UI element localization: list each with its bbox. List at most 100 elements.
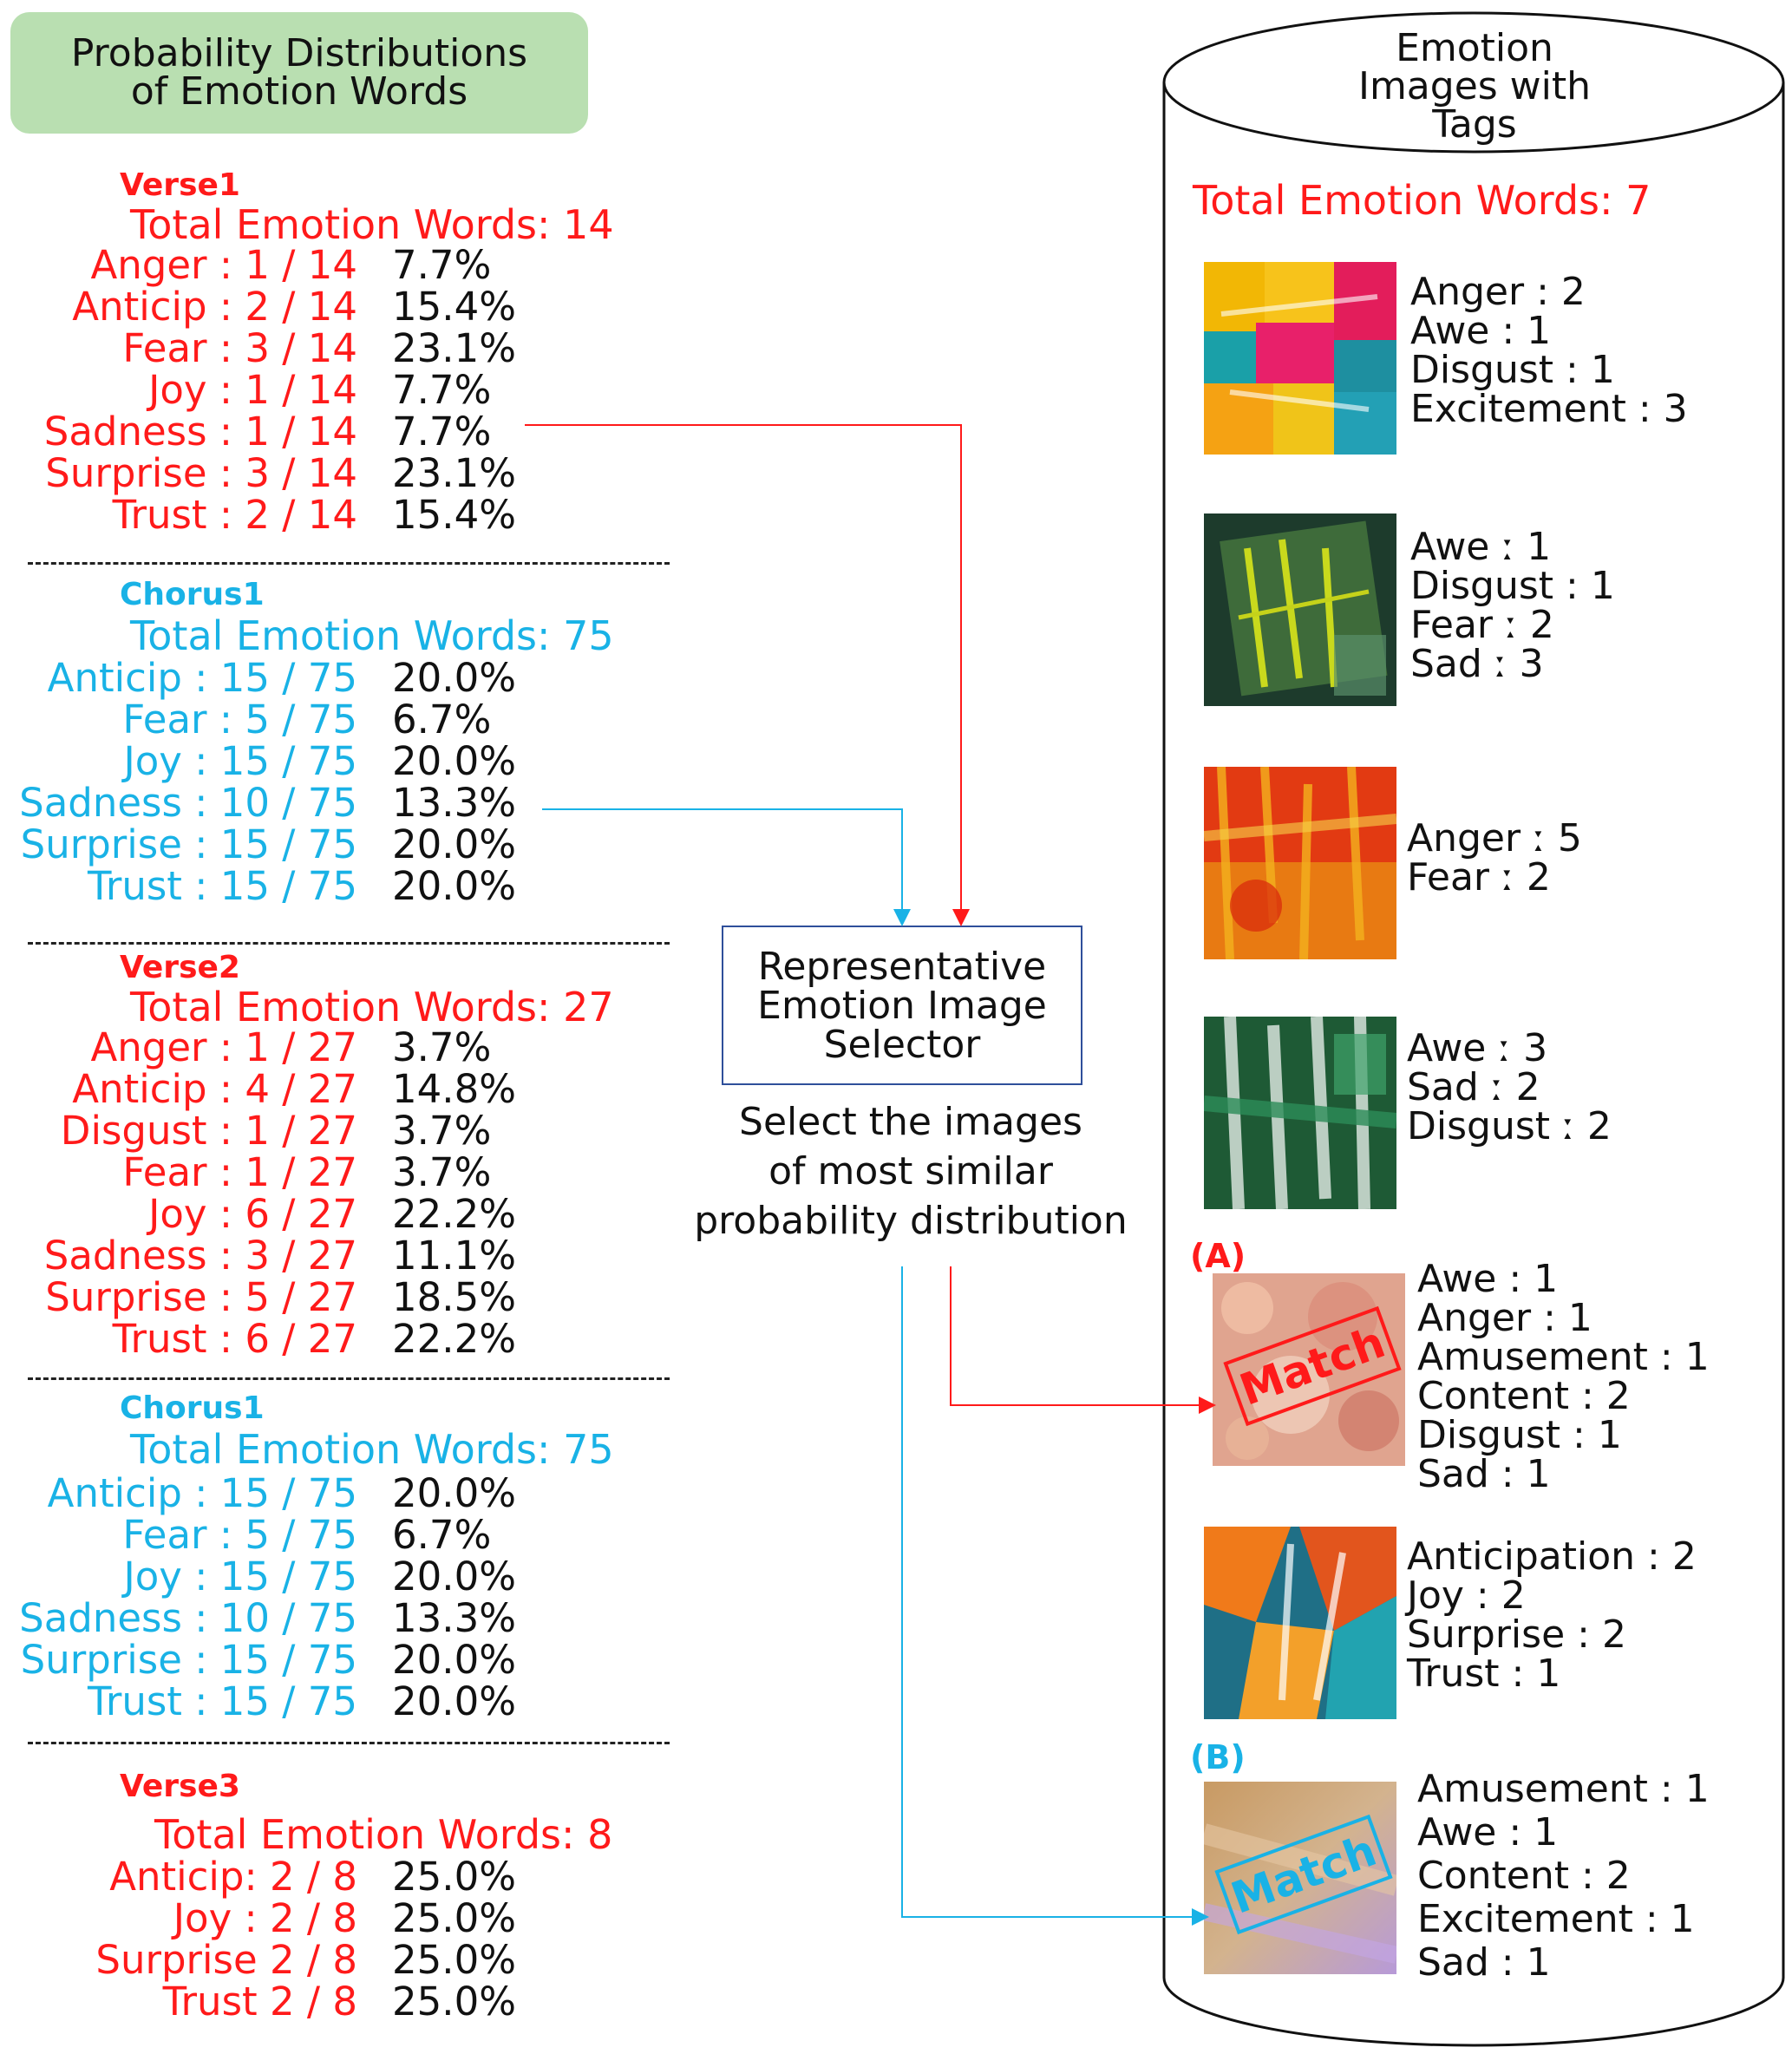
dist-row-pct: 25.0% [392, 1979, 516, 2025]
tag: Fear ː 2 [1410, 603, 1554, 647]
emotion-image-6 [1204, 1527, 1396, 1719]
dist-row: Anger : 1 / 27 3.7% [0, 1027, 520, 1069]
dist-row-pct: 25.0% [392, 1854, 516, 1900]
dist-row: Sadness : 10 / 75 13.3% [0, 782, 520, 824]
tag: Anger : 1 [1417, 1296, 1593, 1340]
abstract-painting-icon [1204, 1527, 1396, 1719]
dist-row: Joy : 15 / 75 20.0% [0, 1556, 520, 1598]
tag: Awe ː 3 [1407, 1026, 1548, 1070]
abstract-painting-icon [1204, 514, 1396, 706]
dist-row: Sadness : 3 / 27 11.1% [0, 1235, 520, 1277]
image-6-tags: Anticipation : 2 Joy : 2 Surprise : 2 Tr… [1407, 1537, 1697, 1693]
dist-row-label: Sadness : 10 / 75 [19, 1595, 357, 1641]
tag: Awe : 1 [1417, 1810, 1559, 1854]
section-total-chorus1-repeat: Total Emotion Words: 75 [130, 1426, 614, 1473]
dist-row-label: Trust : 6 / 27 [112, 1316, 357, 1362]
dist-row: Joy : 2 / 8 25.0% [0, 1898, 520, 1940]
dist-row: Joy : 1 / 14 7.7% [0, 370, 520, 411]
dist-row-label: Joy : 15 / 75 [123, 738, 358, 784]
section-total-verse1: Total Emotion Words: 14 [130, 201, 614, 248]
dist-row-pct: 7.7% [392, 367, 492, 413]
tag: Disgust : 1 [1410, 564, 1615, 608]
dist-row-pct: 22.2% [392, 1191, 516, 1237]
tag: Anger ː 5 [1407, 816, 1582, 860]
dist-row-pct: 7.7% [392, 242, 492, 288]
selector-desc-line: Select the images [739, 1100, 1082, 1144]
dist-row: Anticip: 2 / 8 25.0% [0, 1856, 520, 1898]
emotion-image-7: Match [1204, 1782, 1396, 1974]
tag: Excitement : 3 [1410, 387, 1688, 431]
abstract-painting-icon [1204, 767, 1396, 959]
dist-row-pct: 15.4% [392, 284, 516, 330]
tag: Disgust : 1 [1417, 1413, 1622, 1457]
section-divider [28, 1742, 670, 1744]
match-marker-a: (A) [1190, 1237, 1246, 1275]
dist-row-label: Anticip: 2 / 8 [109, 1854, 357, 1900]
tag: Surprise : 2 [1407, 1612, 1626, 1657]
section-divider [28, 562, 670, 565]
dist-row: Anger : 1 / 14 7.7% [0, 245, 520, 286]
dist-row-label: Joy : 2 / 8 [173, 1895, 357, 1941]
dist-row-label: Sadness : 3 / 27 [43, 1233, 357, 1279]
dist-row-pct: 7.7% [392, 409, 492, 455]
abstract-painting-icon [1204, 1017, 1396, 1209]
representative-image-selector: Representative Emotion Image Selector [722, 926, 1082, 1085]
dist-row-pct: 20.0% [392, 863, 516, 909]
dist-row-label: Surprise 2 / 8 [95, 1937, 357, 1983]
dist-row-pct: 23.1% [392, 325, 516, 371]
dist-row: Surprise : 15 / 75 20.0% [0, 1639, 520, 1681]
dist-row: Anticip : 2 / 14 15.4% [0, 286, 520, 328]
database-total: Total Emotion Words: 7 [1193, 177, 1651, 224]
tag: Sad ː 2 [1407, 1065, 1540, 1109]
emotion-image-3 [1204, 767, 1396, 959]
abstract-painting-icon [1204, 1782, 1396, 1974]
dist-row: Fear : 5 / 75 6.7% [0, 1514, 520, 1556]
dist-row-label: Surprise : 15 / 75 [20, 821, 357, 867]
selector-description: Select the images of most similar probab… [677, 1097, 1145, 1246]
dist-row-label: Surprise : 5 / 27 [45, 1274, 357, 1320]
distributions-title: Probability Distributions of Emotion Wor… [10, 12, 588, 134]
dist-row-label: Trust 2 / 8 [162, 1979, 357, 2025]
dist-row: Fear : 5 / 75 6.7% [0, 699, 520, 741]
section-title-verse3: Verse3 [120, 1769, 240, 1804]
arrow-chorus1-to-selector [542, 808, 911, 926]
dist-row-pct: 22.2% [392, 1316, 516, 1362]
dist-row: Fear : 3 / 14 23.1% [0, 328, 520, 370]
image-4-tags: Awe ː 3 Sad ː 2 Disgust ː 2 [1407, 1029, 1612, 1146]
tag: Trust : 1 [1407, 1652, 1561, 1696]
section-divider [28, 1377, 670, 1380]
image-5-tags: Awe : 1 Anger : 1 Amusement : 1 Content … [1417, 1259, 1710, 1494]
abstract-painting-icon [1213, 1273, 1405, 1466]
dist-row: Anticip : 4 / 27 14.8% [0, 1069, 520, 1110]
dist-row-label: Surprise : 3 / 14 [45, 450, 357, 496]
dist-row: Anticip : 15 / 75 20.0% [0, 657, 520, 699]
dist-row-label: Joy : 1 / 14 [148, 367, 357, 413]
tag: Fear ː 2 [1407, 855, 1551, 899]
tag: Awe ː 1 [1410, 525, 1552, 569]
emotion-image-4 [1204, 1017, 1396, 1209]
dist-row: Trust : 15 / 75 20.0% [0, 1681, 520, 1723]
section-total-verse3: Total Emotion Words: 8 [154, 1811, 613, 1858]
dist-row-label: Anticip : 4 / 27 [72, 1066, 357, 1112]
distributions-title-text: Probability Distributions of Emotion Wor… [70, 31, 528, 114]
dist-row: Disgust : 1 / 27 3.7% [0, 1110, 520, 1152]
dist-row-pct: 20.0% [392, 821, 516, 867]
tag: Sad : 1 [1417, 1940, 1551, 1985]
emotion-image-1 [1204, 262, 1396, 455]
dist-row-label: Trust : 15 / 75 [87, 863, 357, 909]
tag: Amusement : 1 [1417, 1767, 1710, 1811]
tag: Content : 2 [1417, 1374, 1631, 1418]
dist-row-pct: 6.7% [392, 1512, 492, 1558]
selector-desc-line: of most similar [768, 1149, 1053, 1194]
dist-row-label: Anger : 1 / 27 [90, 1024, 358, 1070]
dist-row-pct: 11.1% [392, 1233, 516, 1279]
section-total-chorus1: Total Emotion Words: 75 [130, 612, 614, 659]
emotion-image-2 [1204, 514, 1396, 706]
dist-row-label: Joy : 15 / 75 [123, 1554, 358, 1599]
dist-row-pct: 14.8% [392, 1066, 516, 1112]
dist-row-pct: 20.0% [392, 1678, 516, 1724]
selector-title: Representative Emotion Image Selector [757, 944, 1047, 1067]
dist-row-label: Fear : 3 / 14 [122, 325, 357, 371]
arrow-selector-to-match-a [950, 1266, 1216, 1414]
